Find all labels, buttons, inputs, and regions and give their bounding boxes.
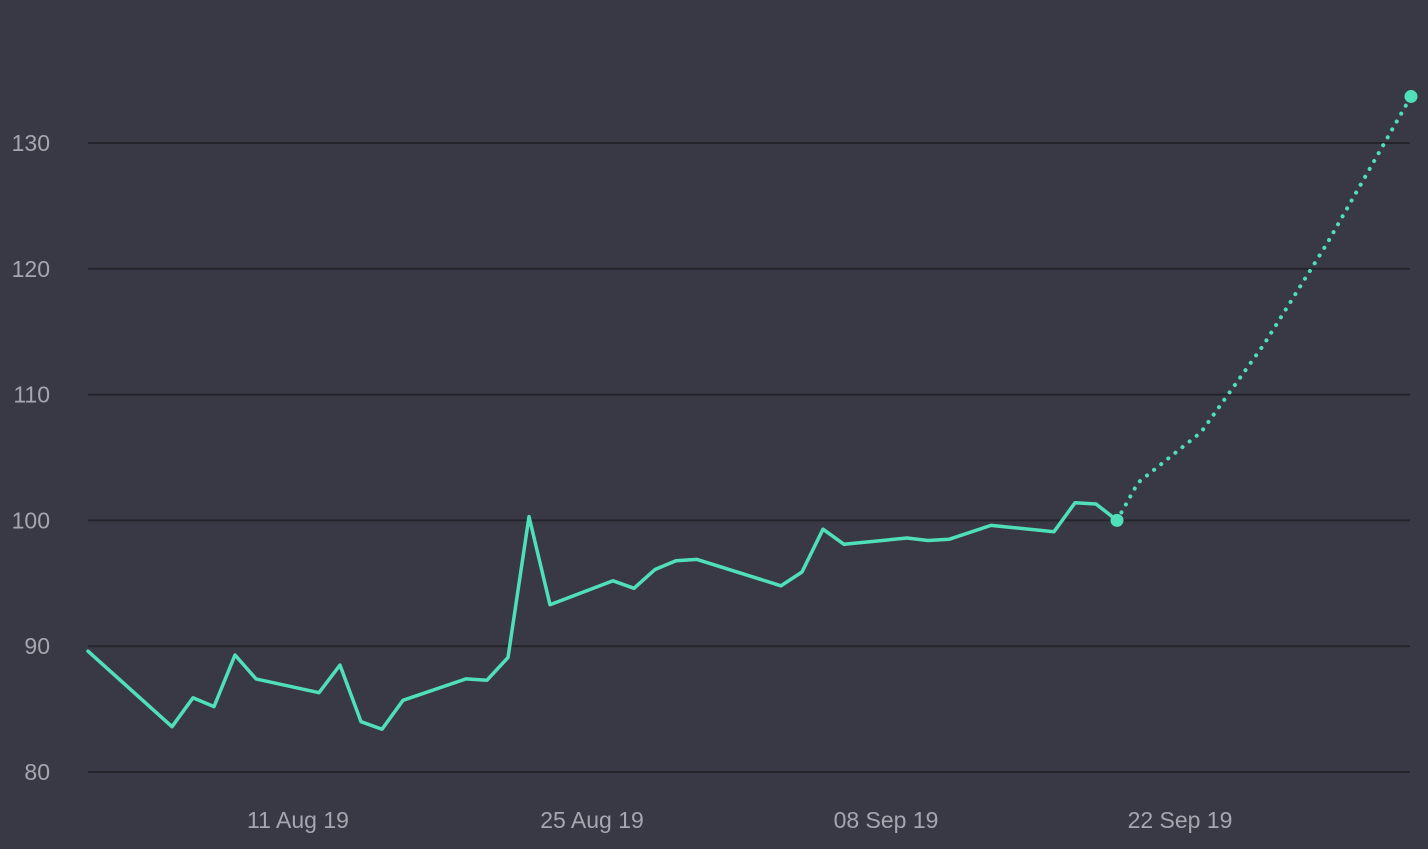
series-markers xyxy=(1110,89,1418,527)
x-axis-ticks: 11 Aug 19 25 Aug 19 08 Sep 19 22 Sep 19 xyxy=(247,807,1232,833)
x-tick-label-2: 08 Sep 19 xyxy=(834,807,939,833)
grid-lines xyxy=(88,142,1410,773)
y-tick-label-80: 80 xyxy=(24,759,50,785)
x-tick-label-1: 25 Aug 19 xyxy=(540,807,644,833)
data-point-s1-5 xyxy=(1404,89,1418,103)
actual-series-line xyxy=(86,501,1119,731)
y-axis-ticks: 80 90 100 110 120 130 xyxy=(12,130,50,785)
data-point-s1-0 xyxy=(1110,513,1124,527)
x-tick-label-0: 11 Aug 19 xyxy=(247,807,349,833)
forecast-series-line xyxy=(1115,94,1413,523)
x-tick-label-3: 22 Sep 19 xyxy=(1128,807,1233,833)
y-tick-label-100: 100 xyxy=(12,507,50,533)
series-lines xyxy=(86,94,1413,731)
y-tick-label-90: 90 xyxy=(24,633,50,659)
y-tick-label-110: 110 xyxy=(13,382,50,408)
y-tick-label-120: 120 xyxy=(12,256,50,282)
y-tick-label-130: 130 xyxy=(12,130,50,156)
